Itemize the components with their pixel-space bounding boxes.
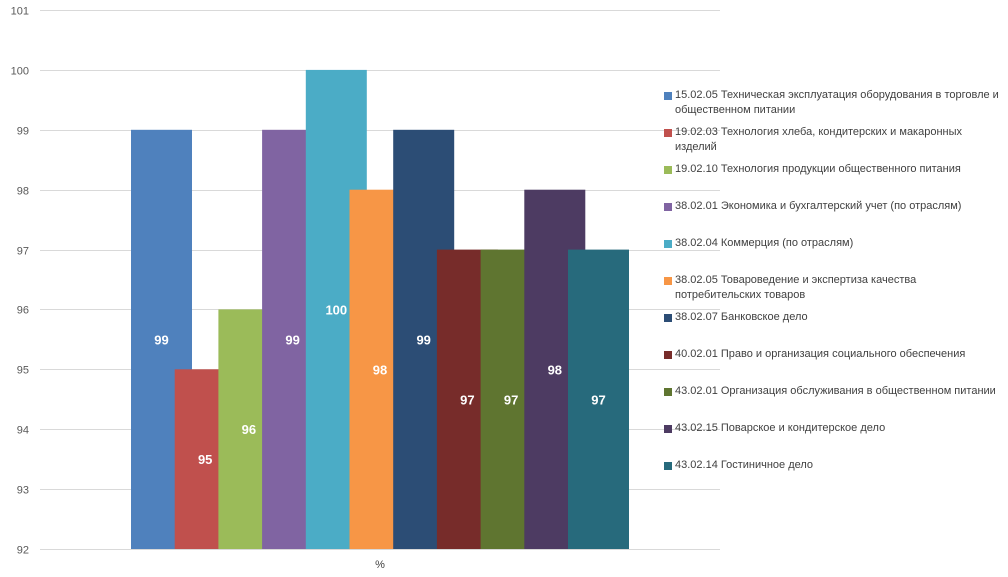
data-label: 97 bbox=[504, 392, 518, 407]
y-tick-label: 94 bbox=[17, 425, 29, 437]
legend-swatch bbox=[664, 166, 672, 174]
x-axis-category-label: % bbox=[375, 559, 385, 571]
legend-item: 43.02.14 Гостиничное дело bbox=[664, 458, 1004, 473]
y-tick-label: 100 bbox=[11, 66, 29, 78]
legend-item: 38.02.05 Товароведение и экспертиза каче… bbox=[664, 273, 1004, 303]
y-tick-label: 93 bbox=[17, 485, 29, 497]
legend-item: 40.02.01 Право и организация социального… bbox=[664, 347, 1004, 362]
legend-swatch bbox=[664, 388, 672, 396]
legend-label: 43.02.01 Организация обслуживания в обще… bbox=[675, 385, 996, 397]
legend-item: 19.02.03 Технология хлеба, кондитерских … bbox=[664, 125, 1004, 155]
legend-label: 19.02.10 Технология продукции общественн… bbox=[675, 163, 961, 175]
y-tick-label: 97 bbox=[17, 246, 29, 258]
legend-swatch bbox=[664, 277, 672, 285]
legend-item: 15.02.05 Техническая эксплуатация оборуд… bbox=[664, 88, 1004, 118]
legend-item: 43.02.01 Организация обслуживания в обще… bbox=[664, 384, 1004, 399]
data-label: 99 bbox=[285, 332, 299, 347]
legend-item: 38.02.07 Банковское дело bbox=[664, 310, 1004, 325]
legend-item: 19.02.10 Технология продукции общественн… bbox=[664, 162, 1004, 177]
y-tick-label: 92 bbox=[17, 545, 29, 557]
data-label: 97 bbox=[460, 392, 474, 407]
legend-label: 38.02.07 Банковское дело bbox=[675, 311, 808, 323]
legend-label: 15.02.05 Техническая эксплуатация оборуд… bbox=[675, 89, 999, 116]
y-tick-label: 99 bbox=[17, 126, 29, 138]
legend-swatch bbox=[664, 129, 672, 137]
bar-43.02.14 bbox=[568, 249, 629, 549]
y-tick-label: 98 bbox=[17, 186, 29, 198]
legend-label: 43.02.14 Гостиничное дело bbox=[675, 459, 814, 471]
y-tick-label: 101 bbox=[11, 6, 29, 18]
bars bbox=[131, 69, 629, 550]
legend-label: 43.02.15 Поварское и кондитерское дело bbox=[675, 422, 886, 434]
data-label: 95 bbox=[198, 452, 212, 467]
legend-label: 38.02.01 Экономика и бухгалтерский учет … bbox=[675, 200, 962, 212]
legend-swatch bbox=[664, 425, 672, 433]
legend-swatch bbox=[664, 92, 672, 100]
legend-swatch bbox=[664, 462, 672, 470]
data-label: 96 bbox=[242, 422, 256, 437]
data-label: 98 bbox=[373, 362, 387, 377]
data-label: 99 bbox=[416, 332, 430, 347]
legend-swatch bbox=[664, 351, 672, 359]
legend-label: 38.02.05 Товароведение и экспертиза каче… bbox=[675, 274, 917, 301]
legend-swatch bbox=[664, 314, 672, 322]
legend-item: 43.02.15 Поварское и кондитерское дело bbox=[664, 421, 1004, 436]
legend-item: 38.02.01 Экономика и бухгалтерский учет … bbox=[664, 199, 1004, 214]
legend-swatch bbox=[664, 203, 672, 211]
y-tick-label: 96 bbox=[17, 305, 29, 317]
data-label: 97 bbox=[591, 392, 605, 407]
data-labels: 99 95 96 99 100 98 99 97 97 98 97 bbox=[154, 302, 605, 467]
legend-label: 40.02.01 Право и организация социального… bbox=[675, 348, 966, 360]
legend-swatch bbox=[664, 240, 672, 248]
data-label: 98 bbox=[548, 362, 562, 377]
data-label: 99 bbox=[154, 332, 168, 347]
legend-label: 38.02.04 Коммерция (по отраслям) bbox=[675, 237, 854, 249]
y-axis-ticks: 92 93 94 95 96 97 98 99 100 101 bbox=[11, 6, 29, 557]
legend-item: 38.02.04 Коммерция (по отраслям) bbox=[664, 236, 1004, 251]
data-label: 100 bbox=[325, 302, 347, 317]
y-tick-label: 95 bbox=[17, 365, 29, 377]
legend-label: 19.02.03 Технология хлеба, кондитерских … bbox=[675, 126, 963, 153]
